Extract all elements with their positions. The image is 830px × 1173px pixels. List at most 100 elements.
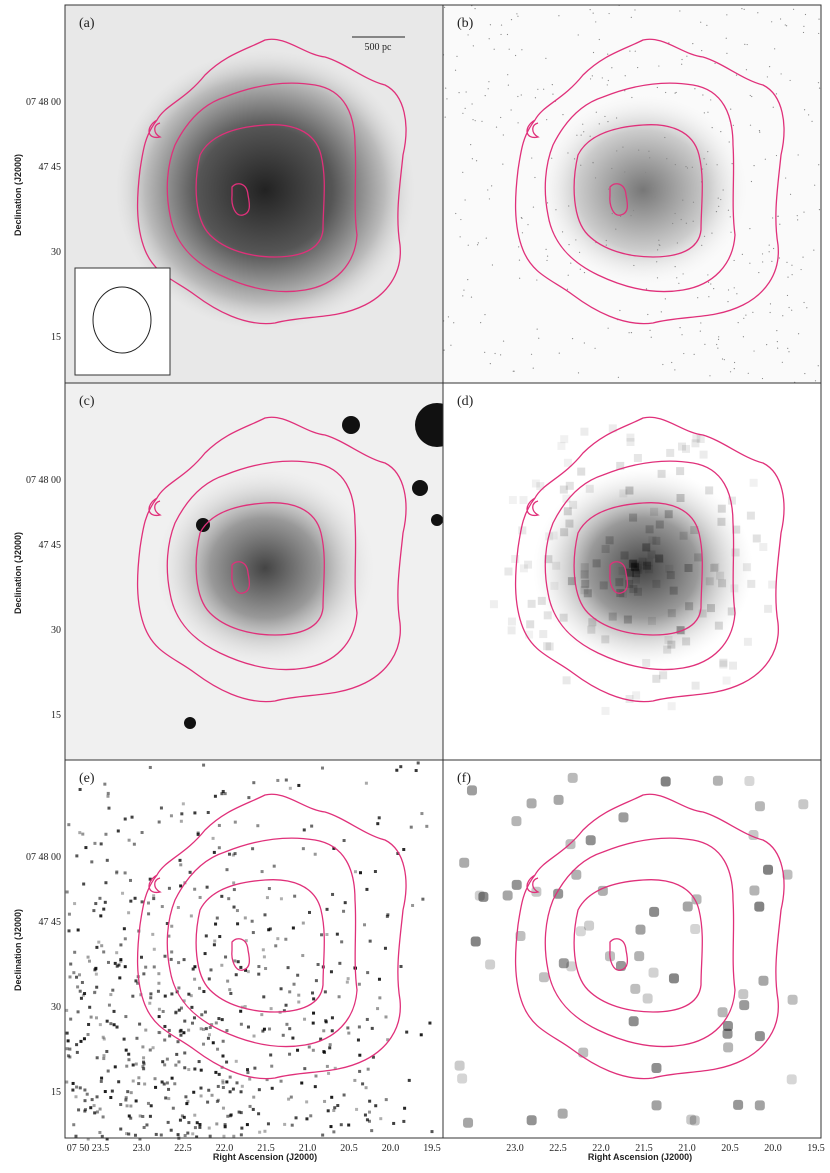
noise	[664, 298, 666, 300]
noise	[462, 112, 464, 114]
pixel	[129, 1116, 133, 1120]
pixel	[76, 985, 80, 989]
noise	[785, 177, 787, 179]
pixel	[718, 579, 727, 588]
noise	[537, 88, 539, 90]
pixel	[191, 967, 195, 971]
pixel	[692, 434, 701, 443]
pixel	[115, 870, 119, 874]
pixel	[320, 766, 324, 770]
noise	[710, 99, 712, 101]
pixel	[575, 926, 586, 937]
pixel	[204, 934, 208, 938]
pixel	[633, 587, 642, 596]
panel-label: (e)	[79, 771, 95, 786]
pixel	[321, 1133, 325, 1137]
pixel	[392, 1121, 396, 1125]
pixel	[193, 811, 197, 815]
noise	[715, 211, 718, 213]
star	[184, 717, 196, 729]
panel-label: (b)	[457, 16, 474, 31]
pixel	[86, 1032, 90, 1036]
pixel	[127, 1058, 131, 1062]
pixel	[357, 1025, 361, 1029]
pixel	[65, 1008, 69, 1012]
pixel	[377, 977, 381, 981]
pixel	[190, 1005, 194, 1009]
pixel	[571, 869, 582, 880]
noise	[488, 198, 491, 200]
pixel	[459, 857, 470, 868]
noise	[607, 121, 609, 123]
pixel	[333, 1106, 337, 1110]
noise	[683, 352, 685, 355]
pixel	[399, 964, 403, 968]
pixel	[71, 1088, 75, 1092]
pixel	[262, 955, 266, 959]
pixel	[328, 1046, 332, 1050]
pixel	[294, 1116, 298, 1120]
noise	[707, 111, 709, 113]
pixel	[161, 1060, 165, 1064]
noise	[480, 322, 482, 324]
pixel	[633, 453, 642, 462]
pixel	[84, 846, 88, 850]
noise	[558, 352, 560, 354]
pixel	[104, 881, 108, 885]
pixel	[176, 1133, 180, 1137]
y-axis-title: Declination (J2000)	[13, 909, 23, 991]
pixel	[722, 1028, 733, 1039]
noise	[594, 347, 596, 349]
pixel	[526, 620, 535, 629]
pixel	[526, 798, 537, 809]
pixel	[109, 1096, 113, 1100]
star	[412, 480, 428, 496]
pixel	[170, 924, 174, 928]
noise	[721, 358, 724, 360]
pixel	[210, 1093, 214, 1097]
pixel	[379, 1117, 383, 1121]
noise	[546, 259, 548, 262]
pixel	[239, 1111, 243, 1115]
pixel	[679, 531, 688, 540]
pixel	[635, 924, 646, 935]
noise	[666, 158, 668, 160]
pixel	[119, 958, 123, 962]
pixel	[146, 1101, 150, 1105]
pixel	[403, 1106, 407, 1110]
pixel	[368, 1099, 372, 1103]
pixel	[221, 1106, 225, 1110]
pixel	[95, 1110, 99, 1114]
pixel	[457, 1073, 468, 1084]
pixel	[232, 1134, 236, 1138]
noise	[615, 117, 618, 119]
pixel	[293, 894, 297, 898]
pixel	[330, 1095, 334, 1099]
noise	[459, 236, 461, 238]
noise	[458, 92, 460, 94]
pixel	[419, 1033, 423, 1037]
pixel	[332, 1109, 336, 1113]
pixel	[655, 554, 664, 563]
pixel	[225, 1060, 229, 1064]
noise	[507, 74, 509, 76]
pixel	[102, 1057, 106, 1061]
pixel	[710, 564, 719, 573]
noise	[749, 262, 751, 264]
pixel	[159, 806, 163, 810]
pixel	[366, 971, 370, 975]
pixel	[124, 1048, 128, 1052]
noise	[631, 96, 633, 99]
pixel	[170, 950, 174, 954]
pixel	[729, 661, 738, 670]
pixel	[782, 869, 793, 880]
pixel	[307, 1045, 311, 1049]
pixel	[597, 885, 608, 896]
pixel	[264, 967, 268, 971]
pixel	[157, 1007, 161, 1011]
noise	[726, 14, 728, 16]
noise	[443, 349, 445, 351]
y-tick-label: 30	[51, 247, 61, 258]
pixel	[340, 940, 344, 944]
pixel	[279, 1079, 283, 1083]
